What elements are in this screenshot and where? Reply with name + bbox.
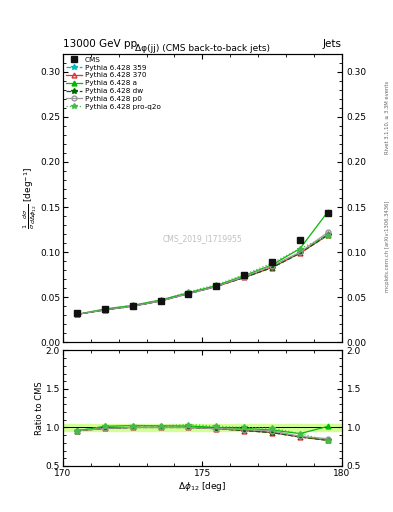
X-axis label: $\Delta\phi_{12}$ [deg]: $\Delta\phi_{12}$ [deg] bbox=[178, 480, 227, 494]
Y-axis label: $\frac{1}{\sigma}\frac{d\sigma}{d\Delta\phi_{12}}$ [deg$^{-1}$]: $\frac{1}{\sigma}\frac{d\sigma}{d\Delta\… bbox=[21, 167, 39, 229]
Legend: CMS, Pythia 6.428 359, Pythia 6.428 370, Pythia 6.428 a, Pythia 6.428 dw, Pythia: CMS, Pythia 6.428 359, Pythia 6.428 370,… bbox=[65, 56, 161, 111]
Text: Jets: Jets bbox=[323, 38, 342, 49]
Text: 13000 GeV pp: 13000 GeV pp bbox=[63, 38, 137, 49]
Text: CMS_2019_I1719955: CMS_2019_I1719955 bbox=[163, 234, 242, 243]
Y-axis label: Ratio to CMS: Ratio to CMS bbox=[35, 381, 44, 435]
Text: Rivet 3.1.10, ≥ 3.3M events: Rivet 3.1.10, ≥ 3.3M events bbox=[385, 81, 390, 155]
Bar bbox=[63, 423, 342, 431]
Title: Δφ(jj) (CMS back-to-back jets): Δφ(jj) (CMS back-to-back jets) bbox=[135, 44, 270, 53]
Text: mcplots.cern.ch [arXiv:1306.3436]: mcplots.cern.ch [arXiv:1306.3436] bbox=[385, 200, 390, 291]
